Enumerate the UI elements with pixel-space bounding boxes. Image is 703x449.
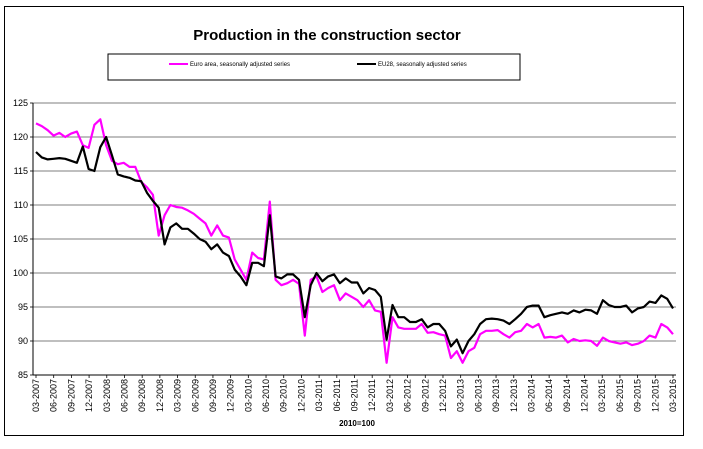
x-tick-label: 09-2009 <box>208 379 218 412</box>
x-tick-label: 12-2013 <box>509 379 519 412</box>
x-tick-label: 03-2011 <box>314 379 324 411</box>
x-tick-label: 06-2008 <box>119 379 129 412</box>
x-tick-label: 03-2013 <box>456 379 466 412</box>
y-tick-label: 125 <box>13 98 28 108</box>
x-axis-ticks: 03-2007 06-2007 09-2007 12-2007 03-2008 06-20… <box>31 375 678 412</box>
series-line-eu28 <box>35 135 674 355</box>
x-tick-label: 03-2015 <box>597 379 607 412</box>
x-tick-label: 06-2012 <box>403 379 413 412</box>
series-line-euro-area <box>35 118 674 364</box>
y-axis-ticks: 85 90 95 100 105 110 115 120 125 <box>13 98 33 380</box>
x-tick-label: 03-2008 <box>102 379 112 412</box>
y-tick-label: 115 <box>14 166 28 176</box>
gridlines <box>33 102 676 376</box>
x-tick-label: 12-2009 <box>226 379 236 412</box>
x-tick-label: 12-2015 <box>650 379 660 412</box>
x-tick-label: 06-2014 <box>544 379 554 412</box>
y-tick-label: 90 <box>18 336 28 346</box>
x-tick-label: 09-2011 <box>350 379 360 411</box>
x-tick-label: 03-2010 <box>243 379 253 412</box>
legend-box <box>107 53 521 81</box>
x-tick-label: 06-2015 <box>615 379 625 412</box>
chart-title: Production in the construction sector <box>193 27 461 44</box>
x-tick-label: 06-2010 <box>261 379 271 412</box>
x-tick-label: 12-2008 <box>155 379 165 412</box>
x-tick-label: 12-2011 <box>367 379 377 411</box>
x-tick-label: 12-2014 <box>580 379 590 412</box>
x-tick-label: 06-2011 <box>332 379 342 411</box>
x-tick-label: 06-2013 <box>473 379 483 412</box>
x-tick-label: 09-2010 <box>279 379 289 412</box>
x-tick-label: 09-2014 <box>562 379 572 412</box>
axes <box>32 103 676 376</box>
x-tick-label: 09-2013 <box>491 379 501 412</box>
y-tick-label: 100 <box>13 268 28 278</box>
y-tick-label: 110 <box>14 200 28 210</box>
x-tick-label: 03-2014 <box>526 379 536 412</box>
legend: Euro area, seasonally adjusted series EU… <box>107 53 521 81</box>
construction-production-chart: Production in the construction sector Eu… <box>13 27 678 428</box>
x-tick-label: 09-2015 <box>633 379 643 412</box>
x-tick-label: 06-2009 <box>190 379 200 412</box>
x-axis-label: 2010=100 <box>339 419 375 428</box>
y-tick-label: 95 <box>18 302 28 312</box>
x-tick-label: 03-2012 <box>385 379 395 412</box>
y-tick-label: 120 <box>13 132 28 142</box>
chart-frame: Production in the construction sector Eu… <box>4 6 684 436</box>
x-tick-label: 03-2007 <box>31 379 41 412</box>
x-tick-label: 09-2007 <box>66 379 76 412</box>
x-tick-label: 06-2007 <box>49 379 59 412</box>
series-lines <box>35 118 674 364</box>
y-tick-label: 85 <box>18 370 28 380</box>
x-tick-label: 12-2010 <box>296 379 306 412</box>
x-tick-label: 09-2012 <box>420 379 430 412</box>
x-tick-label: 09-2008 <box>137 379 147 412</box>
x-tick-label: 03-2016 <box>668 379 678 412</box>
x-tick-label: 12-2007 <box>84 379 94 412</box>
legend-label-euro-area: Euro area, seasonally adjusted series <box>190 62 290 68</box>
x-tick-label: 12-2012 <box>438 379 448 412</box>
x-tick-label: 03-2009 <box>173 379 183 412</box>
y-tick-label: 105 <box>13 234 28 244</box>
legend-label-eu28: EU28, seasonally adjusted series <box>378 62 467 68</box>
